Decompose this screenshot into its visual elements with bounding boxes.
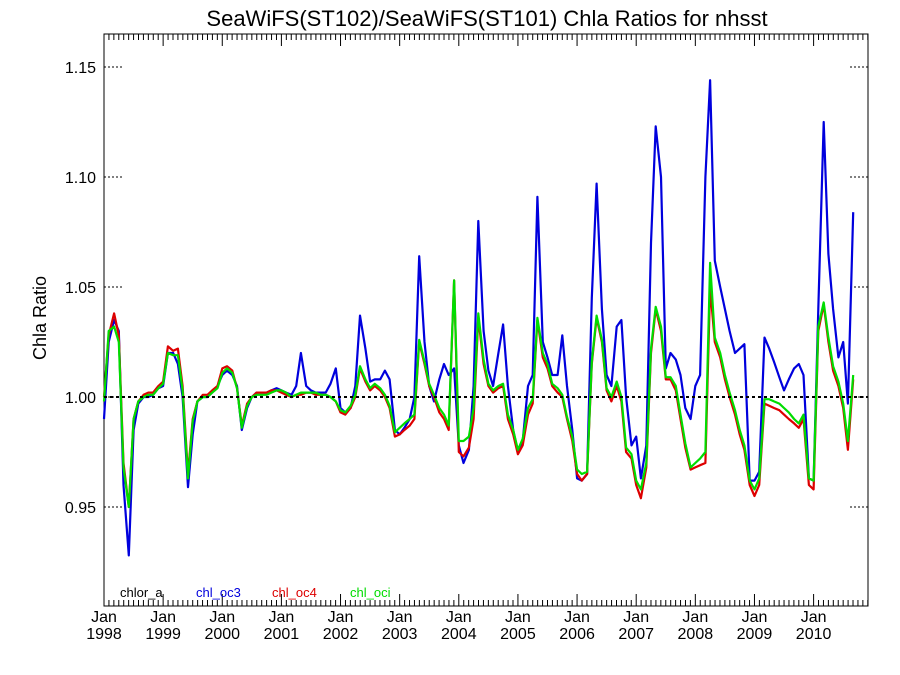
legend: chlor_a chl_oc3 chl_oc4 chl_oci <box>120 585 391 600</box>
x-tick-year-label: 2005 <box>500 626 536 643</box>
x-tick-month-label: Jan <box>150 609 176 626</box>
x-tick-month-label: Jan <box>91 609 117 626</box>
y-axis-label: Chla Ratio <box>30 276 50 360</box>
x-tick-year-label: 2006 <box>559 626 595 643</box>
x-tick-month-label: Jan <box>446 609 472 626</box>
x-tick-year-label: 2009 <box>737 626 773 643</box>
x-tick-year-label: 2010 <box>796 626 832 643</box>
chart-title: SeaWiFS(ST102)/SeaWiFS(ST101) Chla Ratio… <box>206 6 767 31</box>
x-tick-month-label: Jan <box>742 609 768 626</box>
x-tick-year-label: 2003 <box>382 626 418 643</box>
legend-entry-chl-oc3: chl_oc3 <box>196 585 241 600</box>
x-tick-year-label: 2000 <box>204 626 240 643</box>
x-tick-year-label: 2002 <box>323 626 359 643</box>
x-tick-month-label: Jan <box>801 609 827 626</box>
series-line-chl-oci <box>102 261 855 509</box>
x-tick-year-label: 2001 <box>264 626 300 643</box>
y-tick-label: 0.95 <box>65 500 96 517</box>
x-tick-month-label: Jan <box>682 609 708 626</box>
legend-entry-chlor-a: chlor_a <box>120 585 163 600</box>
x-tick-month-label: Jan <box>505 609 531 626</box>
x-tick-month-label: Jan <box>623 609 649 626</box>
y-tick-label: 1.00 <box>65 390 96 407</box>
y-tick-label: 1.10 <box>65 170 96 187</box>
x-tick-month-label: Jan <box>564 609 590 626</box>
x-tick-month-label: Jan <box>209 609 235 626</box>
x-tick-month-label: Jan <box>387 609 413 626</box>
series-line-chl-oc3 <box>102 79 855 557</box>
y-tick-label: 1.15 <box>65 60 96 77</box>
x-tick-year-label: 2008 <box>678 626 714 643</box>
x-tick-year-label: 1998 <box>86 626 122 643</box>
plot-area: 0.951.001.051.101.15Jan1998Jan1999Jan200… <box>65 33 869 643</box>
x-tick-month-label: Jan <box>328 609 354 626</box>
legend-entry-chl-oc4: chl_oc4 <box>272 585 317 600</box>
x-tick-year-label: 1999 <box>145 626 181 643</box>
plot-frame <box>103 33 869 607</box>
y-tick-label: 1.05 <box>65 280 96 297</box>
legend-entry-chl-oci: chl_oci <box>350 585 391 600</box>
x-tick-month-label: Jan <box>269 609 295 626</box>
x-tick-year-label: 2004 <box>441 626 477 643</box>
x-tick-year-label: 2007 <box>618 626 654 643</box>
